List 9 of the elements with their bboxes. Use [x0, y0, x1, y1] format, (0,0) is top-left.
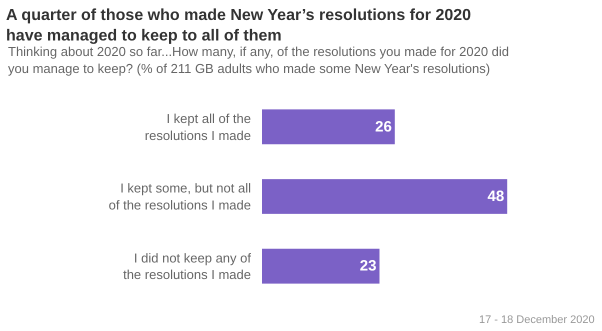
data-label: 48 — [488, 188, 504, 205]
data-label: 26 — [375, 118, 392, 136]
chart-subtitle: Thinking about 2020 so far...How many, if any, of the resolutions you made for 2020 did you manage to keep? (% of 211 GB adults who made some New Year's resolutions) — [8, 44, 510, 76]
y-tick-label: I kept some, but not all of the resolutions I made — [108, 180, 252, 212]
data-label: 23 — [360, 258, 376, 275]
y-tick-label: I kept all of the resolutions I made — [144, 110, 251, 143]
chart-title: A quarter of those who made New Year’s resolutions for 2020 have managed to keep to all of them — [6, 6, 472, 45]
y-tick-label: I did not keep any of the resolutions I made — [123, 250, 252, 282]
text: 17 - 18 December 2020 — [479, 314, 595, 326]
